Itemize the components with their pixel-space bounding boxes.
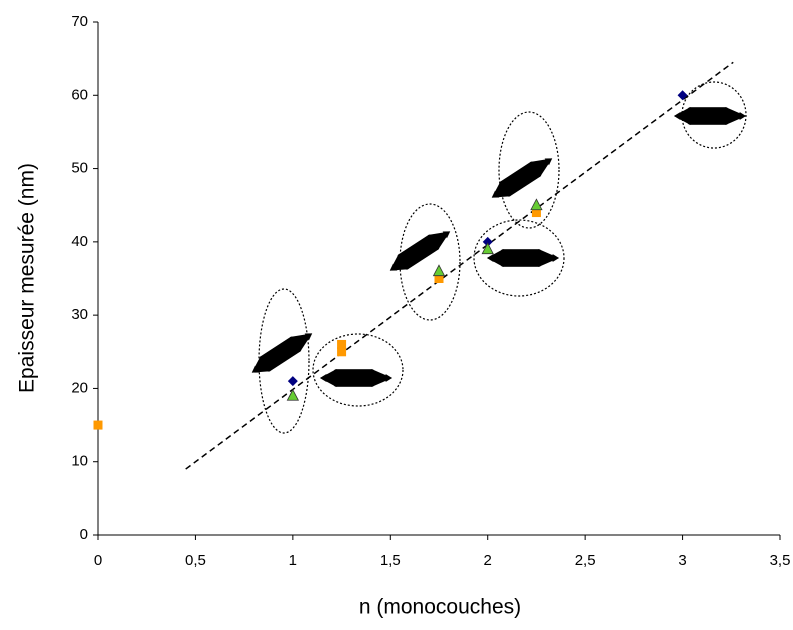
y-tick-label: 60 xyxy=(71,86,88,103)
y-axis-title: Epaisseur mesurée (nm) xyxy=(16,163,39,393)
y-tick-label: 30 xyxy=(71,306,88,323)
point xyxy=(482,236,493,247)
y-tick-label: 20 xyxy=(71,379,88,396)
x-tick-label: 0 xyxy=(94,552,102,569)
point xyxy=(432,264,446,277)
point xyxy=(287,376,298,387)
x-tick-label: 2 xyxy=(484,552,492,569)
point xyxy=(481,242,494,255)
point xyxy=(530,198,543,211)
point xyxy=(337,339,347,349)
x-tick-label: 3,5 xyxy=(770,552,791,569)
point xyxy=(677,90,688,101)
trend-line xyxy=(185,61,734,470)
x-axis-title: n (monocouches) xyxy=(359,596,521,619)
y-tick-label: 10 xyxy=(71,453,88,470)
point xyxy=(531,208,541,218)
x-tick-label: 2,5 xyxy=(575,552,596,569)
y-tick-label: 40 xyxy=(71,233,88,250)
y-tick-label: 0 xyxy=(80,526,88,543)
x-tick-label: 3 xyxy=(678,552,686,569)
x-tick-label: 0,5 xyxy=(185,552,206,569)
molecule-diagrams xyxy=(247,81,747,434)
point xyxy=(434,274,444,283)
point xyxy=(286,388,300,401)
x-tick-label: 1,5 xyxy=(380,552,401,569)
y-tick-label: 70 xyxy=(71,13,88,30)
point xyxy=(337,347,347,357)
x-tick-label: 1 xyxy=(289,552,297,569)
y-tick-label: 50 xyxy=(71,160,88,177)
point xyxy=(93,420,103,430)
